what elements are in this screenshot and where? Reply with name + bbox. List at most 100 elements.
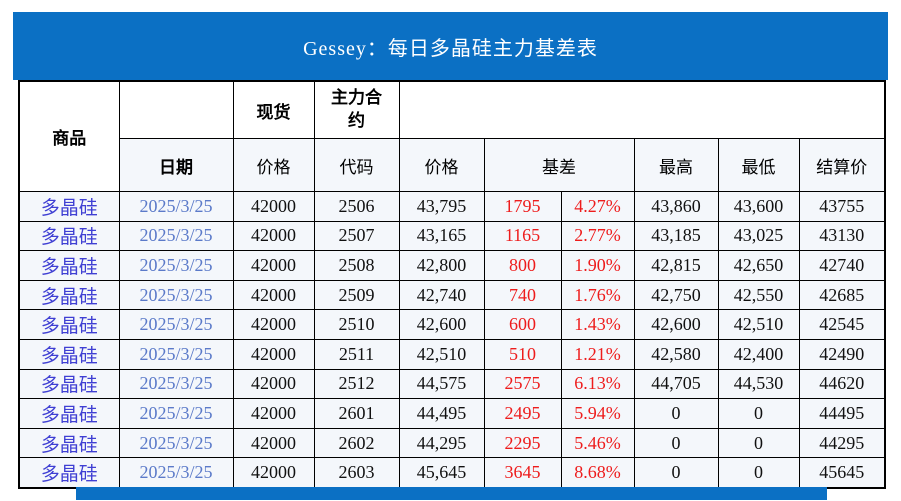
settlement-cell: 43755 bbox=[798, 191, 886, 222]
contract-price-cell: 42,510 bbox=[398, 338, 485, 370]
date-cell: 2025/3/25 bbox=[118, 250, 234, 281]
header-spot: 现货 bbox=[232, 80, 315, 139]
page-title: Gessey：每日多晶硅主力基差表 bbox=[303, 37, 598, 60]
contract-code-cell: 2601 bbox=[313, 398, 400, 429]
low-cell: 43,600 bbox=[717, 191, 800, 222]
table-row: 多晶硅 2025/3/25 42000 2506 43,795 1795 4.2… bbox=[18, 191, 886, 222]
header-code: 代码 bbox=[313, 138, 400, 192]
low-cell: 43,025 bbox=[717, 220, 800, 252]
basis-value-cell: 800 bbox=[483, 250, 562, 281]
table-row: 多晶硅 2025/3/25 42000 2511 42,510 510 1.21… bbox=[18, 338, 886, 370]
low-cell: 42,550 bbox=[717, 279, 800, 311]
spot-price-cell: 42000 bbox=[232, 427, 315, 459]
table-row: 多晶硅 2025/3/25 42000 2507 43,165 1165 2.7… bbox=[18, 220, 886, 252]
basis-value-cell: 740 bbox=[483, 279, 562, 311]
basis-pct-cell: 8.68% bbox=[560, 457, 635, 489]
settlement-cell: 42545 bbox=[798, 309, 886, 340]
header-commodity: 商品 bbox=[18, 80, 120, 192]
high-cell: 42,600 bbox=[633, 309, 719, 340]
settlement-cell: 42740 bbox=[798, 250, 886, 281]
low-cell: 0 bbox=[717, 398, 800, 429]
spot-price-cell: 42000 bbox=[232, 338, 315, 370]
date-cell: 2025/3/25 bbox=[118, 398, 234, 429]
date-cell: 2025/3/25 bbox=[118, 427, 234, 459]
spot-price-cell: 42000 bbox=[232, 398, 315, 429]
low-cell: 44,530 bbox=[717, 368, 800, 400]
header-low: 最低 bbox=[717, 138, 800, 192]
basis-pct-cell: 1.90% bbox=[560, 250, 635, 281]
settlement-cell: 42490 bbox=[798, 338, 886, 370]
commodity-cell: 多晶硅 bbox=[18, 191, 120, 222]
table-body: 多晶硅 2025/3/25 42000 2506 43,795 1795 4.2… bbox=[18, 191, 886, 489]
basis-value-cell: 2575 bbox=[483, 368, 562, 400]
header-spot-price: 价格 bbox=[232, 138, 315, 192]
commodity-cell: 多晶硅 bbox=[18, 427, 120, 459]
basis-value-cell: 1795 bbox=[483, 191, 562, 222]
high-cell: 44,705 bbox=[633, 368, 719, 400]
header-high: 最高 bbox=[633, 138, 719, 192]
settlement-cell: 44620 bbox=[798, 368, 886, 400]
basis-value-cell: 510 bbox=[483, 338, 562, 370]
settlement-cell: 45645 bbox=[798, 457, 886, 489]
commodity-cell: 多晶硅 bbox=[18, 250, 120, 281]
date-cell: 2025/3/25 bbox=[118, 191, 234, 222]
high-cell: 0 bbox=[633, 457, 719, 489]
high-cell: 42,750 bbox=[633, 279, 719, 311]
settlement-cell: 42685 bbox=[798, 279, 886, 311]
contract-code-cell: 2602 bbox=[313, 427, 400, 459]
date-cell: 2025/3/25 bbox=[118, 338, 234, 370]
settlement-cell: 44495 bbox=[798, 398, 886, 429]
contract-price-cell: 42,740 bbox=[398, 279, 485, 311]
commodity-cell: 多晶硅 bbox=[18, 220, 120, 252]
contract-code-cell: 2506 bbox=[313, 191, 400, 222]
date-cell: 2025/3/25 bbox=[118, 309, 234, 340]
commodity-cell: 多晶硅 bbox=[18, 309, 120, 340]
contract-price-cell: 44,495 bbox=[398, 398, 485, 429]
commodity-cell: 多晶硅 bbox=[18, 368, 120, 400]
high-cell: 42,815 bbox=[633, 250, 719, 281]
table-row: 多晶硅 2025/3/25 42000 2508 42,800 800 1.90… bbox=[18, 250, 886, 281]
table-row: 多晶硅 2025/3/25 42000 2510 42,600 600 1.43… bbox=[18, 309, 886, 340]
basis-pct-cell: 1.21% bbox=[560, 338, 635, 370]
settlement-cell: 43130 bbox=[798, 220, 886, 252]
low-cell: 0 bbox=[717, 457, 800, 489]
contract-code-cell: 2508 bbox=[313, 250, 400, 281]
contract-code-cell: 2603 bbox=[313, 457, 400, 489]
contract-price-cell: 43,795 bbox=[398, 191, 485, 222]
header-blank-cell bbox=[118, 80, 234, 139]
basis-pct-cell: 1.43% bbox=[560, 309, 635, 340]
header-basis: 基差 bbox=[483, 138, 635, 192]
date-cell: 2025/3/25 bbox=[118, 368, 234, 400]
contract-price-cell: 44,295 bbox=[398, 427, 485, 459]
basis-value-cell: 1165 bbox=[483, 220, 562, 252]
spot-price-cell: 42000 bbox=[232, 220, 315, 252]
basis-value-cell: 2495 bbox=[483, 398, 562, 429]
spot-price-cell: 42000 bbox=[232, 457, 315, 489]
commodity-cell: 多晶硅 bbox=[18, 457, 120, 489]
basis-pct-cell: 2.77% bbox=[560, 220, 635, 252]
contract-code-cell: 2509 bbox=[313, 279, 400, 311]
high-cell: 43,185 bbox=[633, 220, 719, 252]
spot-price-cell: 42000 bbox=[232, 309, 315, 340]
low-cell: 0 bbox=[717, 427, 800, 459]
table-row: 多晶硅 2025/3/25 42000 2509 42,740 740 1.76… bbox=[18, 279, 886, 311]
table-row: 多晶硅 2025/3/25 42000 2512 44,575 2575 6.1… bbox=[18, 368, 886, 400]
contract-price-cell: 43,165 bbox=[398, 220, 485, 252]
contract-price-cell: 44,575 bbox=[398, 368, 485, 400]
low-cell: 42,510 bbox=[717, 309, 800, 340]
contract-price-cell: 42,600 bbox=[398, 309, 485, 340]
table-row: 多晶硅 2025/3/25 42000 2601 44,495 2495 5.9… bbox=[18, 398, 886, 429]
commodity-cell: 多晶硅 bbox=[18, 279, 120, 311]
table-row: 多晶硅 2025/3/25 42000 2602 44,295 2295 5.4… bbox=[18, 427, 886, 459]
table-row: 多晶硅 2025/3/25 42000 2603 45,645 3645 8.6… bbox=[18, 457, 886, 489]
header-row-1: 商品 现货 主力合约 bbox=[18, 80, 886, 192]
low-cell: 42,400 bbox=[717, 338, 800, 370]
settlement-cell: 44295 bbox=[798, 427, 886, 459]
basis-value-cell: 3645 bbox=[483, 457, 562, 489]
basis-pct-cell: 5.46% bbox=[560, 427, 635, 459]
contract-code-cell: 2512 bbox=[313, 368, 400, 400]
header-date: 日期 bbox=[118, 138, 234, 192]
basis-pct-cell: 5.94% bbox=[560, 398, 635, 429]
spot-price-cell: 42000 bbox=[232, 250, 315, 281]
high-cell: 0 bbox=[633, 427, 719, 459]
